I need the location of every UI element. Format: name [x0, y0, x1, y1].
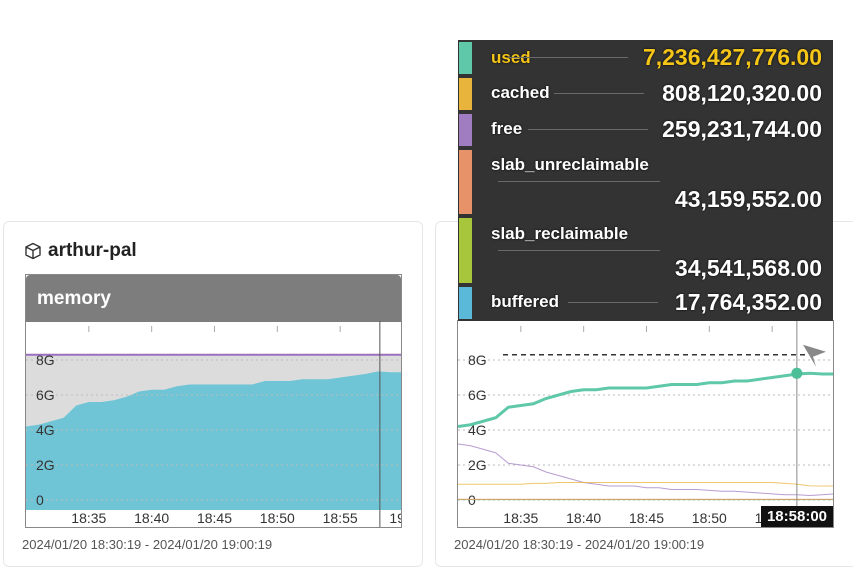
tooltip-row-slab_unreclaimable: slab_unreclaimable 43,159,552.00 — [458, 148, 833, 216]
tooltip-row-cached: cached 808,120,320.00 — [458, 76, 833, 112]
tooltip-series-label: used — [491, 48, 531, 67]
memory-chart[interactable]: memory 0 2G 4G 6G 8G 18:35 18:40 18:45 18:50 18:5… — [25, 274, 402, 528]
series-color-swatch — [459, 287, 472, 319]
y-tick-label: 8G — [468, 352, 487, 368]
tooltip-series-label: cached — [491, 83, 550, 102]
y-tick-label: 6G — [468, 387, 487, 403]
chart-header-title: memory — [37, 288, 111, 309]
y-tick-label: 2G — [468, 457, 487, 473]
x-tick-label: 18:45 — [629, 510, 664, 526]
x-tick-label: 18:35 — [71, 510, 106, 526]
series-cached-line — [458, 482, 833, 487]
card-title: arthur-pal — [24, 240, 137, 262]
x-tick-label: 18:45 — [197, 510, 232, 526]
tooltip-row-buffered: buffered 17,764,352.00 — [458, 285, 833, 321]
tooltip-row-free: free 259,231,744.00 — [458, 112, 833, 148]
tooltip-leader-line — [498, 181, 660, 182]
y-tick-label: 6G — [36, 387, 55, 403]
series-used-line — [458, 371, 833, 428]
chart-tooltip: used 7,236,427,776.00 cached 808,120,320.00… — [458, 40, 833, 321]
tooltip-leader-line — [498, 250, 660, 251]
y-tick-label: 8G — [36, 352, 55, 368]
tooltip-series-value: 808,120,320.00 — [662, 80, 822, 106]
x-tick-label: 18:50 — [692, 510, 727, 526]
series-color-swatch — [459, 114, 472, 146]
cube-icon — [25, 242, 41, 260]
x-tick-label: 18:40 — [134, 510, 169, 526]
x-tick-label: 18:35 — [503, 510, 538, 526]
flag-icon — [803, 344, 826, 367]
tooltip-row-used: used 7,236,427,776.00 — [458, 40, 833, 76]
tooltip-series-label: buffered — [491, 292, 559, 311]
y-tick-label: 4G — [468, 422, 487, 438]
tooltip-series-value: 7,236,427,776.00 — [642, 44, 822, 70]
tooltip-series-value: 34,541,568.00 — [674, 255, 822, 281]
y-tick-label: 0 — [36, 492, 44, 508]
memory-card-arthur-pal: arthur-pal memory 0 2G 4G 6G 8G 18:35 18:40 18:… — [3, 221, 423, 567]
tooltip-series-label: slab_reclaimable — [491, 224, 629, 243]
tooltip-series-value: 43,159,552.00 — [674, 186, 822, 212]
tooltip-series-value: 259,231,744.00 — [662, 116, 822, 142]
series-color-swatch — [459, 218, 472, 283]
series-color-swatch — [459, 78, 472, 110]
y-tick-label: 2G — [36, 457, 55, 473]
x-tick-label: 18:40 — [566, 510, 601, 526]
tooltip-leader-line — [568, 302, 658, 303]
tooltip-series-label: slab_unreclaimable — [491, 155, 649, 174]
series-color-swatch — [459, 42, 472, 74]
time-range: 2024/01/20 18:30:19 - 2024/01/20 19:00:1… — [22, 537, 273, 552]
x-tick-label: 18:50 — [260, 510, 295, 526]
cursor-point-used — [791, 367, 803, 379]
series-used-area — [26, 371, 401, 510]
memory-area-chart[interactable]: 0 2G 4G 6G 8G 18:35 18:40 18:45 18:50 18:55 19:0 — [26, 275, 402, 528]
x-tick-label: 19:0 — [389, 510, 402, 526]
tooltip-row-slab_reclaimable: slab_reclaimable 34,541,568.00 — [458, 216, 833, 285]
tooltip-leader-line — [508, 57, 628, 58]
tooltip-series-label: free — [491, 119, 523, 138]
series-color-swatch — [459, 150, 472, 214]
y-tick-label: 4G — [36, 422, 55, 438]
tooltip-leader-line — [528, 129, 648, 130]
card-title-text: arthur-pal — [48, 240, 137, 261]
x-tick-label: 18:55 — [323, 510, 358, 526]
tooltip-series-value: 17,764,352.00 — [674, 289, 822, 315]
series-free-line — [458, 443, 833, 496]
chart-header: memory — [26, 275, 401, 322]
tooltip-leader-line — [554, 93, 644, 94]
cursor-time-badge: 18:58:00 — [761, 506, 833, 527]
time-range: 2024/01/20 18:30:19 - 2024/01/20 19:00:1… — [454, 537, 705, 552]
